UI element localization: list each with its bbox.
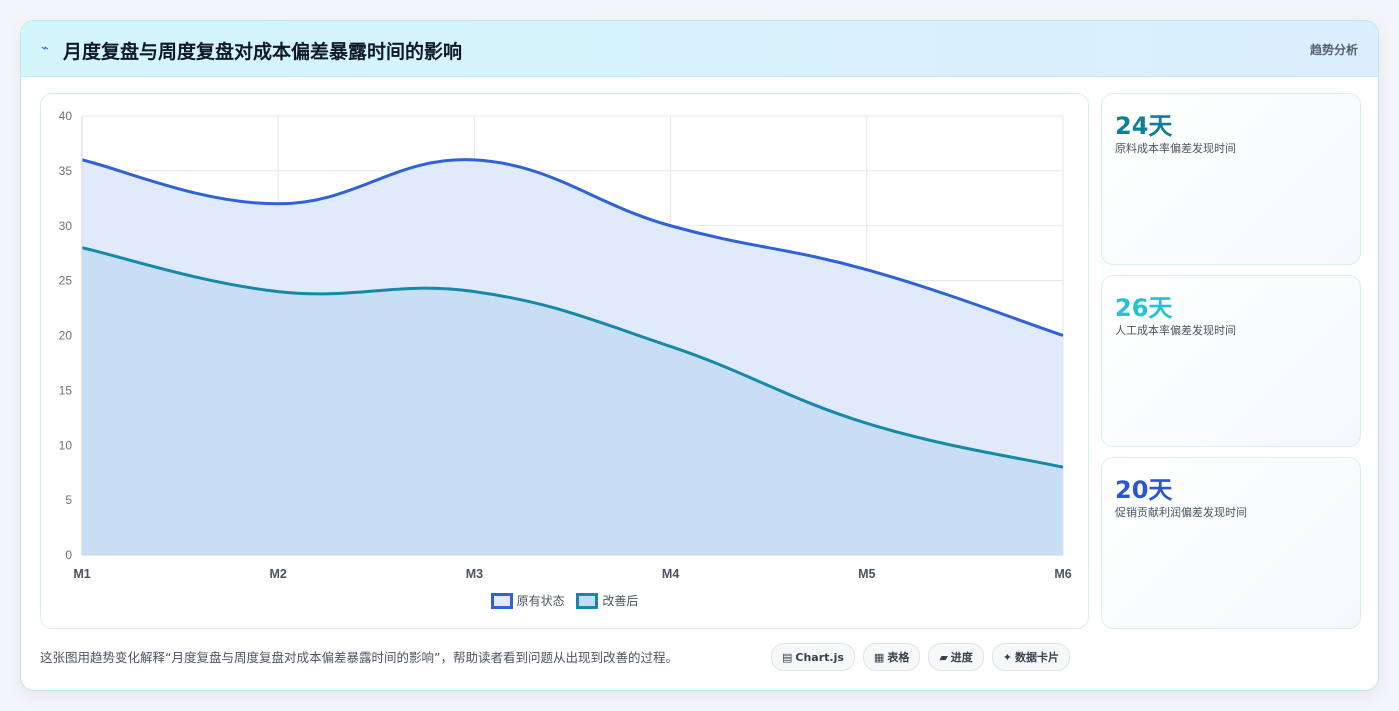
legend-label-improved: 改善后 [602,594,639,608]
chip-label: 表格 [887,651,910,664]
chart-legend: 原有状态 改善后 [41,592,1088,612]
chip-label: 进度 [950,651,973,664]
chart-panel: 0 5 10 15 20 25 30 35 40 M1 M2 M3 M4 M5 M6 原有状态 改善后 [40,93,1089,629]
progress-icon: ▰ [939,650,948,664]
chip-chartjs[interactable]: ▤ Chart.js [771,643,855,671]
x-tick-label: M3 [466,567,483,581]
y-tick-label: 40 [59,109,73,123]
series-line-0 [81,158,1064,337]
series-area-1 [82,247,1063,555]
y-tick-label: 30 [59,219,73,233]
stat-card-labor: 26天 人工成本率偏差发现时间 [1101,275,1361,447]
legend-item-original[interactable]: 原有状态 [490,592,565,609]
area-chart: 0 5 10 15 20 25 30 35 40 M1 M2 M3 M4 M5 M6 [59,109,1072,581]
y-tick-label: 20 [59,329,73,343]
legend-label-original: 原有状态 [516,594,565,608]
chart-card: ⌁ 月度复盘与周度复盘对成本偏差暴露时间的影响 趋势分析 0 5 10 15 20 25 3… [20,20,1379,691]
trend-analysis-badge: 趋势分析 [1309,43,1358,57]
chart-icon: ▤ [782,650,793,664]
stat-value: 26天 [1115,294,1173,322]
stat-value: 20天 [1115,476,1173,504]
x-tick-label: M5 [858,567,875,581]
legend-swatch-improved [576,592,599,609]
x-tick-label: M6 [1054,567,1071,581]
card-header: ⌁ 月度复盘与周度复盘对成本偏差暴露时间的影响 趋势分析 [21,21,1378,77]
stat-card-promotion: 20天 促销贡献利润偏差发现时间 [1101,457,1361,629]
chip-label: 数据卡片 [1015,651,1060,664]
y-tick-label: 35 [59,164,73,178]
x-tick-label: M2 [270,567,287,581]
stat-label: 人工成本率偏差发现时间 [1115,324,1236,337]
legend-swatch-original [490,592,513,609]
y-tick-label: 25 [59,274,73,288]
sparkle-icon: ✦ [1002,650,1013,664]
chip-data-card[interactable]: ✦ 数据卡片 [991,643,1071,671]
chart-line-icon: ⌁ [41,41,49,56]
x-tick-label: M1 [73,567,90,581]
chip-label: Chart.js [795,650,844,664]
y-tick-label: 10 [59,438,73,452]
stat-value: 24天 [1115,112,1173,140]
chart-description: 这张图用趋势变化解释“月度复盘与周度复盘对成本偏差暴露时间的影响”，帮助读者看到… [40,650,678,665]
y-tick-label: 15 [59,383,73,397]
tag-chips: ▤ Chart.js ▦ 表格 ▰ 进度 ✦ 数据卡片 [771,643,1071,671]
page-title: 月度复盘与周度复盘对成本偏差暴露时间的影响 [63,41,463,63]
table-icon: ▦ [873,650,885,664]
stat-label: 原料成本率偏差发现时间 [1115,142,1236,155]
stat-card-raw-material: 24天 原料成本率偏差发现时间 [1101,93,1361,265]
x-tick-label: M4 [662,567,679,581]
y-tick-label: 0 [65,548,72,562]
chip-table[interactable]: ▦ 表格 [862,643,921,671]
legend-item-improved[interactable]: 改善后 [576,592,638,609]
series-line-1 [81,246,1064,469]
stat-label: 促销贡献利润偏差发现时间 [1115,506,1247,519]
y-tick-label: 5 [65,493,72,507]
chip-progress[interactable]: ▰ 进度 [928,643,984,671]
